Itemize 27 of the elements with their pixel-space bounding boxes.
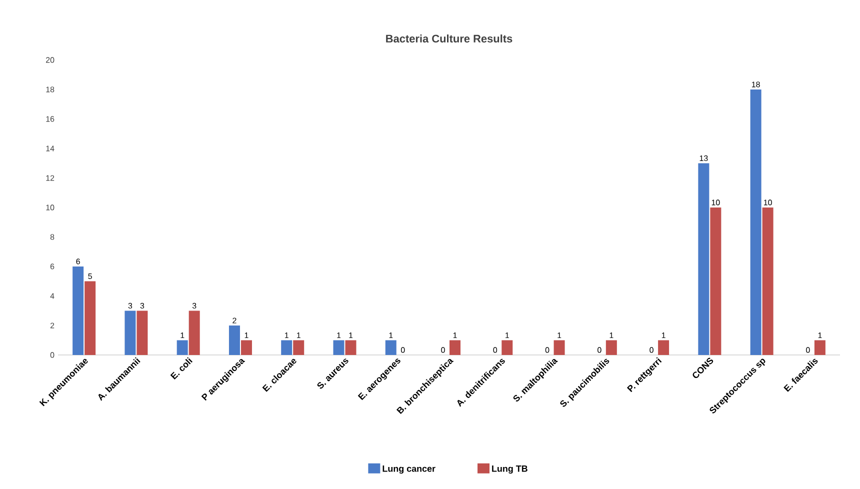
bar — [450, 340, 461, 355]
legend-label: Lung cancer — [382, 466, 436, 474]
bar — [606, 340, 617, 355]
bar — [293, 340, 304, 355]
bar — [333, 340, 344, 355]
bar — [762, 207, 774, 355]
bar — [72, 266, 84, 355]
bar — [385, 340, 396, 355]
bar — [750, 89, 762, 355]
bar — [124, 310, 136, 355]
legend-label: Lung TB — [492, 466, 528, 474]
bar — [345, 340, 356, 355]
bar — [502, 340, 513, 355]
bar — [698, 163, 710, 355]
bar — [136, 310, 148, 355]
bar — [240, 340, 252, 355]
bar — [176, 340, 188, 355]
bar — [188, 310, 200, 355]
bar — [554, 340, 565, 355]
bar — [228, 325, 240, 355]
bar — [710, 207, 722, 355]
x-tick-label: E. coli — [170, 357, 192, 380]
chart-title: Bacteria Culture Results — [386, 34, 512, 43]
bar — [84, 281, 96, 355]
bar — [658, 340, 670, 355]
bar — [281, 340, 292, 355]
bar — [814, 340, 826, 355]
